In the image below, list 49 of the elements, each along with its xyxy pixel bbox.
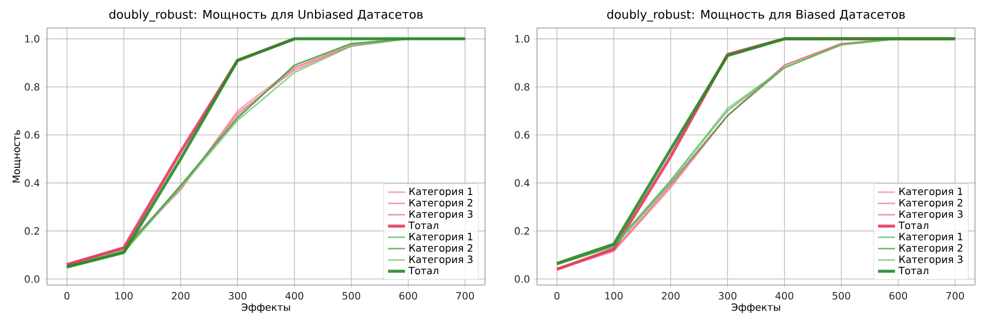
x-tick-label: 500 bbox=[342, 292, 360, 300]
chart-title: doubly_robust: Мощность для Biased Датасетов bbox=[607, 10, 905, 22]
x-tick-label: 700 bbox=[456, 292, 474, 300]
legend-label: Категория 1 bbox=[900, 232, 962, 242]
y-tick-label: 0.4 bbox=[514, 179, 530, 187]
x-tick-label: 100 bbox=[115, 292, 133, 300]
y-tick-label: 0.0 bbox=[514, 275, 530, 283]
legend-label: Категория 2 bbox=[900, 198, 962, 208]
x-tick-label: 100 bbox=[605, 292, 623, 300]
x-tick-label: 400 bbox=[285, 292, 304, 300]
x-tick-label: 700 bbox=[946, 292, 964, 300]
x-tick-label: 0 bbox=[554, 292, 560, 300]
y-tick-label: 0.2 bbox=[514, 227, 529, 235]
legend-label: Тотал bbox=[898, 222, 928, 230]
y-tick-label: 0.2 bbox=[24, 227, 39, 235]
y-tick-label: 0.8 bbox=[514, 83, 530, 91]
x-tick-label: 200 bbox=[172, 292, 190, 300]
y-tick-label: 0.4 bbox=[24, 179, 40, 187]
legend-label: Тотал bbox=[408, 222, 438, 230]
x-tick-label: 600 bbox=[889, 292, 908, 300]
legend-label: Категория 1 bbox=[410, 232, 472, 242]
legend-label: Категория 2 bbox=[410, 198, 472, 208]
legend-label: Категория 3 bbox=[410, 210, 472, 220]
y-tick-label: 1.0 bbox=[25, 35, 40, 43]
x-axis-title: Эффекты bbox=[242, 303, 290, 313]
x-tick-label: 300 bbox=[718, 292, 736, 300]
y-tick-label: 0.0 bbox=[24, 275, 40, 283]
x-tick-label: 500 bbox=[832, 292, 850, 300]
y-tick-label: 0.8 bbox=[24, 83, 40, 91]
x-tick-label: 600 bbox=[399, 292, 418, 300]
y-tick-label: 1.0 bbox=[515, 35, 530, 43]
legend-label: Тотал bbox=[898, 266, 928, 274]
x-tick-label: 300 bbox=[228, 292, 246, 300]
y-axis-title: Мощность bbox=[12, 130, 22, 182]
x-tick-label: 400 bbox=[775, 292, 794, 300]
legend-label: Категория 1 bbox=[410, 188, 472, 198]
x-tick-label: 0 bbox=[64, 292, 70, 300]
legend-label: Категория 2 bbox=[900, 244, 962, 254]
y-tick-label: 0.6 bbox=[514, 131, 530, 139]
legend-label: Категория 3 bbox=[900, 256, 962, 266]
legend-label: Категория 1 bbox=[900, 188, 962, 198]
x-axis-title: Эффекты bbox=[732, 303, 780, 313]
legend-label: Категория 3 bbox=[900, 210, 962, 220]
y-tick-label: 0.6 bbox=[24, 131, 40, 139]
legend-label: Категория 3 bbox=[410, 256, 472, 266]
x-tick-label: 200 bbox=[662, 292, 680, 300]
legend-label: Категория 2 bbox=[410, 244, 472, 254]
legend-label: Тотал bbox=[408, 266, 438, 274]
chart-title: doubly_robust: Мощность для Unbiased Датасетов bbox=[109, 10, 423, 22]
